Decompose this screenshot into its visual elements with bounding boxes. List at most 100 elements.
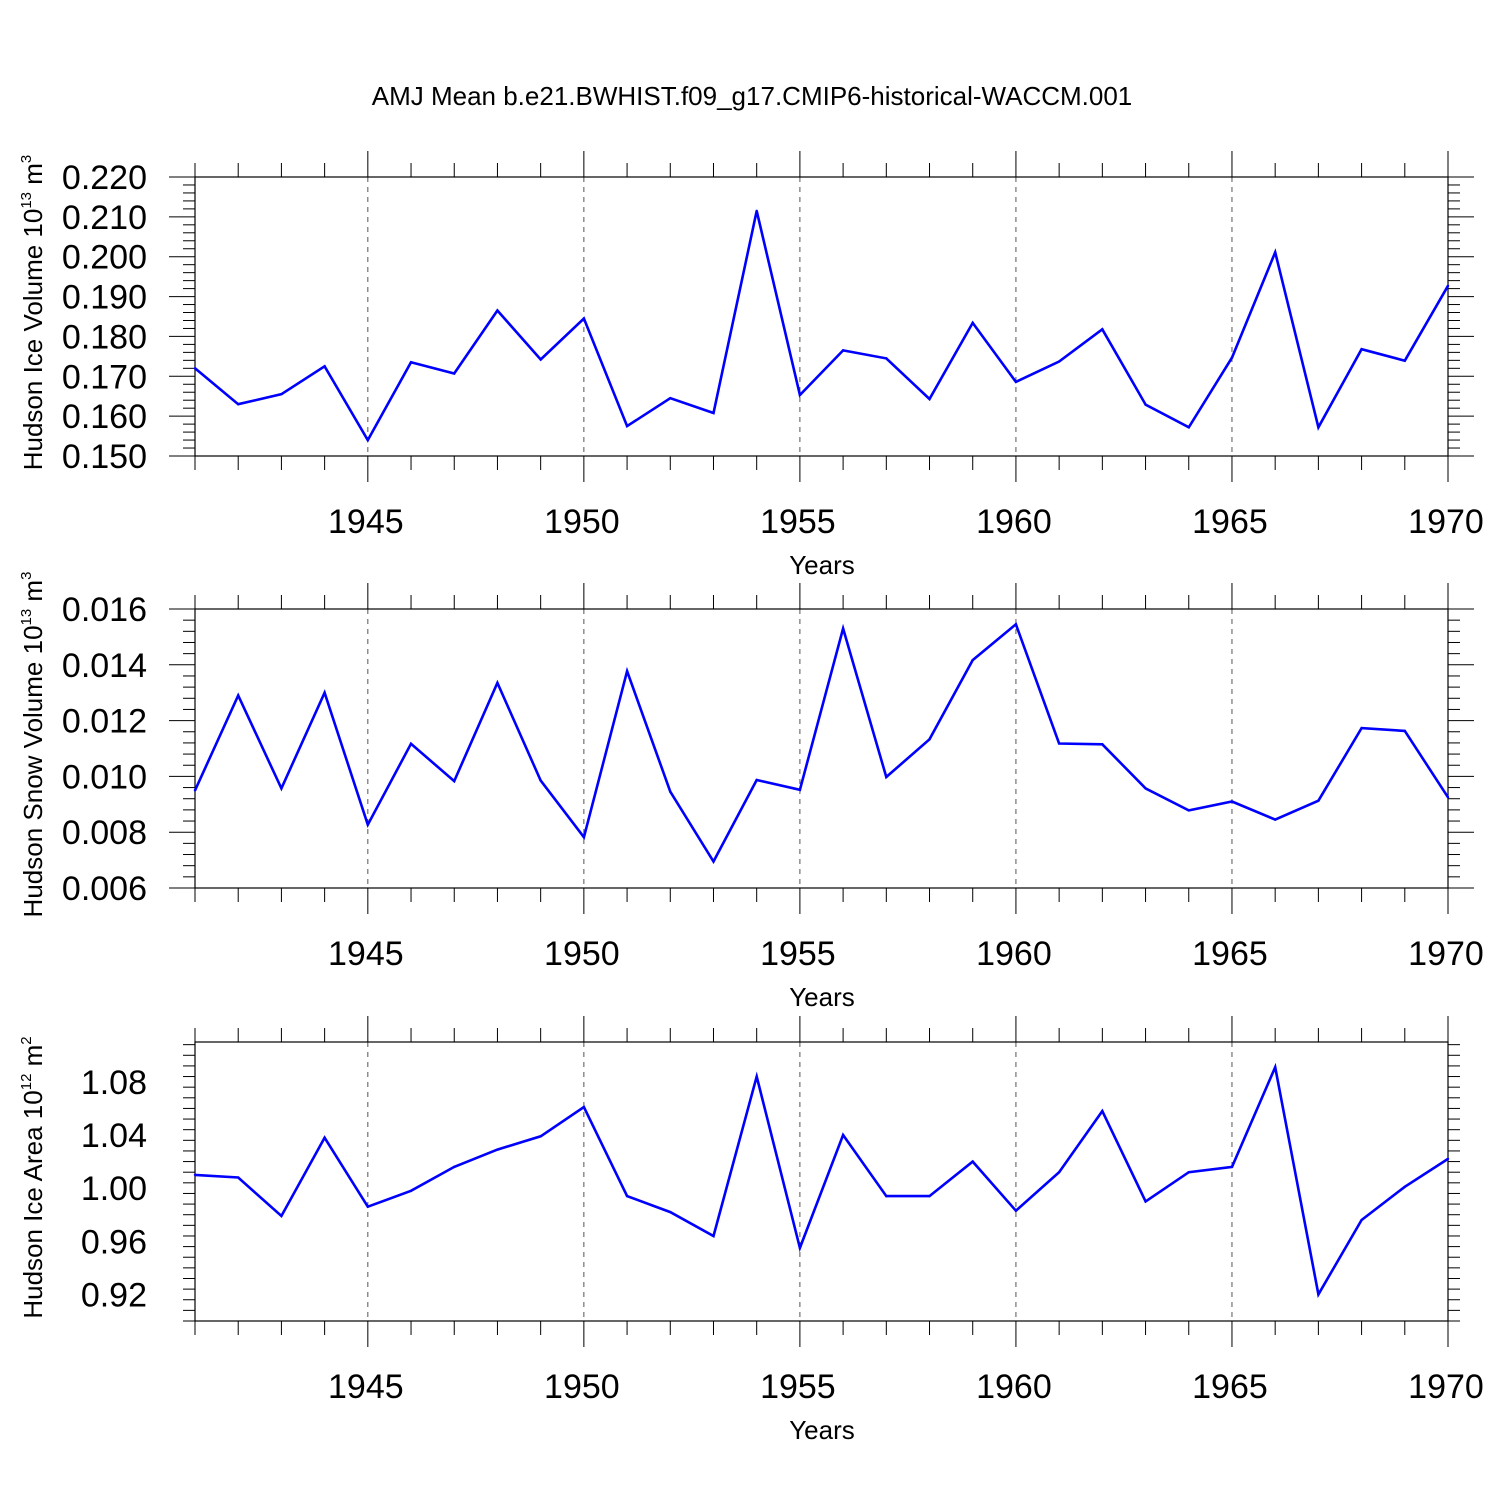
y-axis-label-text: Hudson Snow Volume 10 (18, 625, 48, 917)
chart-panel-3: 0.92 0.96 1.00 1.04 1.08 1945 1950 1955 1960 1965… (18, 1016, 1484, 1445)
panels: 0.1500.1600.1700.1800.1900.2000.2100.220… (18, 151, 1484, 1445)
x-tick-label: 1955 (760, 935, 836, 973)
y-axis-label-exponent: 12 (18, 1074, 35, 1091)
x-tick-label: 1965 (1192, 1368, 1268, 1406)
data-point (1446, 284, 1450, 288)
y-tick-label: 0.008 (62, 814, 147, 852)
x-axis-label: Years (789, 982, 855, 1012)
data-point (928, 738, 931, 741)
data-point (409, 1189, 413, 1193)
chart-panel-2: 0.006 0.008 0.010 0.012 0.014 0.016 1945 1950 19… (18, 572, 1484, 1012)
data-point (1446, 1157, 1450, 1161)
data-point (237, 402, 240, 406)
data-point (323, 365, 326, 368)
data-point (1360, 726, 1363, 730)
data-point (841, 627, 845, 630)
data-point (1101, 743, 1104, 746)
plot-frame (194, 176, 1449, 457)
data-point (409, 361, 413, 364)
y-tick-label: 0.160 (62, 398, 147, 436)
chart-panel-1: 0.1500.1600.1700.1800.1900.2000.2100.220… (18, 151, 1484, 580)
x-axis-label: Years (789, 1415, 855, 1445)
data-point (1101, 1109, 1104, 1113)
data-point (1101, 328, 1104, 331)
data-point (755, 778, 758, 782)
data-point (625, 1194, 629, 1198)
plot-frame (194, 608, 1449, 889)
data-point (582, 317, 586, 320)
data-point (1317, 799, 1320, 802)
data-point (669, 397, 672, 400)
x-tick-label: 1950 (544, 1368, 620, 1406)
data-point (928, 1194, 931, 1198)
y-tick-label: 1.08 (81, 1064, 147, 1102)
data-point (712, 1234, 715, 1238)
y-axis-label-exponent: 13 (18, 192, 35, 209)
data-point (1014, 623, 1018, 626)
y-tick-label: 1.00 (81, 1170, 147, 1208)
y-tick-label: 0.014 (62, 647, 147, 685)
x-tick-label: 1945 (328, 503, 404, 541)
y-tick-label: 0.210 (62, 199, 147, 237)
data-point (453, 779, 456, 783)
data-point (1360, 347, 1363, 351)
y-tick-label: 0.010 (62, 758, 147, 796)
y-axis-label: Hudson Ice Area 1012 m2 (18, 1036, 48, 1318)
data-point (1014, 380, 1018, 384)
y-axis-label-text: Hudson Ice Volume 10 (18, 209, 48, 471)
data-point (237, 1176, 240, 1179)
data-point (1057, 1171, 1061, 1174)
plot-frame (194, 1041, 1449, 1322)
y-axis-label-text: Hudson Ice Area 10 (18, 1090, 48, 1318)
data-point (712, 860, 715, 863)
data-point (798, 393, 802, 397)
data-point (1230, 356, 1234, 359)
data-point (582, 836, 586, 839)
x-tick-label: 1945 (328, 935, 404, 973)
chart-title: AMJ Mean b.e21.BWHIST.f09_g17.CMIP6-hist… (372, 81, 1133, 111)
data-point (798, 788, 802, 791)
data-point (1230, 1165, 1234, 1169)
data-point (1014, 1209, 1018, 1212)
y-tick-label: 0.170 (62, 358, 147, 396)
data-point (323, 691, 326, 694)
y-axis-label-text: m (18, 163, 48, 192)
data-point (1403, 1185, 1406, 1189)
data-point (712, 411, 715, 415)
data-point (496, 681, 499, 685)
data-point (669, 790, 672, 793)
data-point (885, 357, 888, 360)
data-point (755, 209, 758, 213)
data-point (366, 1205, 370, 1208)
data-point (582, 1105, 586, 1109)
data-point (1187, 809, 1190, 812)
data-point (1187, 1171, 1190, 1174)
series-line (194, 1062, 1449, 1299)
x-tick-label: 1955 (760, 1368, 836, 1406)
data-point (1144, 1200, 1147, 1203)
data-point (971, 321, 974, 325)
data-point (539, 358, 542, 361)
data-point (1187, 426, 1190, 429)
data-point (366, 438, 370, 442)
data-point (971, 1160, 974, 1163)
data-point (1273, 818, 1277, 821)
x-tick-label: 1970 (1408, 935, 1484, 973)
data-point (625, 424, 629, 428)
y-tick-label: 0.180 (62, 318, 147, 356)
data-point (1273, 251, 1277, 254)
data-point (539, 779, 542, 782)
data-point (366, 823, 370, 826)
data-point (539, 1135, 542, 1138)
data-point (280, 393, 283, 396)
y-tick-label: 0.012 (62, 703, 147, 741)
data-point (1144, 787, 1147, 790)
y-tick-label: 0.96 (81, 1223, 147, 1261)
x-tick-label: 1960 (976, 935, 1052, 973)
y-tick-label: 0.200 (62, 239, 147, 277)
y-tick-label: 0.016 (62, 591, 147, 629)
x-tick-label: 1965 (1192, 503, 1268, 541)
data-point (453, 1165, 456, 1169)
x-tick-label: 1970 (1408, 1368, 1484, 1406)
